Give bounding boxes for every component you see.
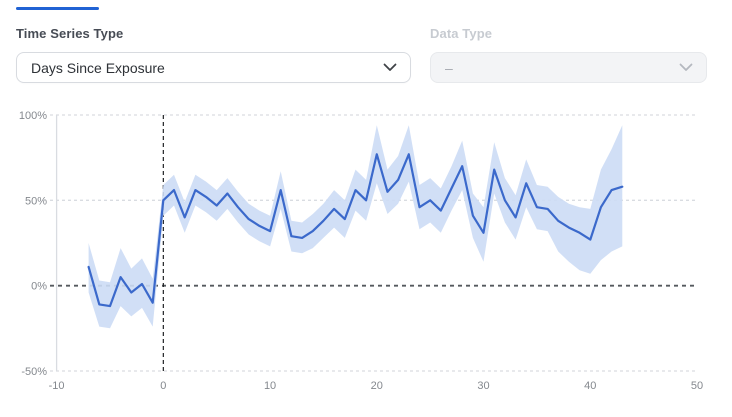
data-type-value: –	[445, 59, 453, 76]
y-tick-label: 50%	[25, 195, 47, 207]
y-tick-label: 0%	[31, 281, 47, 293]
x-tick-label: 40	[584, 380, 596, 392]
x-tick-label: 0	[160, 380, 166, 392]
y-tick-label: 100%	[19, 110, 47, 122]
time-series-type-value: Days Since Exposure	[31, 59, 165, 76]
data-type-label: Data Type	[430, 26, 493, 41]
y-tick-label: -50%	[21, 366, 47, 378]
time-series-type-select[interactable]: Days Since Exposure	[16, 52, 411, 83]
time-series-chart: 100% 50% 0% -50% -10 0 10 20 30 40 50	[0, 100, 732, 417]
chart-canvas: 100% 50% 0% -50%-10 0 10 20 30 40 50	[19, 110, 703, 392]
chevron-down-icon	[679, 59, 693, 77]
data-type-select: –	[430, 52, 707, 83]
x-tick-label: 50	[691, 380, 703, 392]
x-tick-label: 30	[477, 380, 489, 392]
x-tick-label: 20	[371, 380, 383, 392]
series-line	[87, 153, 624, 308]
confidence-band	[88, 125, 623, 329]
time-series-type-field: Time Series Type Days Since Exposure	[16, 26, 411, 83]
data-type-field: Data Type –	[430, 26, 707, 83]
active-tab-indicator	[16, 7, 99, 10]
time-series-type-label: Time Series Type	[16, 26, 124, 41]
chevron-down-icon	[383, 59, 397, 77]
x-tick-label: -10	[49, 380, 65, 392]
x-tick-label: 10	[264, 380, 276, 392]
